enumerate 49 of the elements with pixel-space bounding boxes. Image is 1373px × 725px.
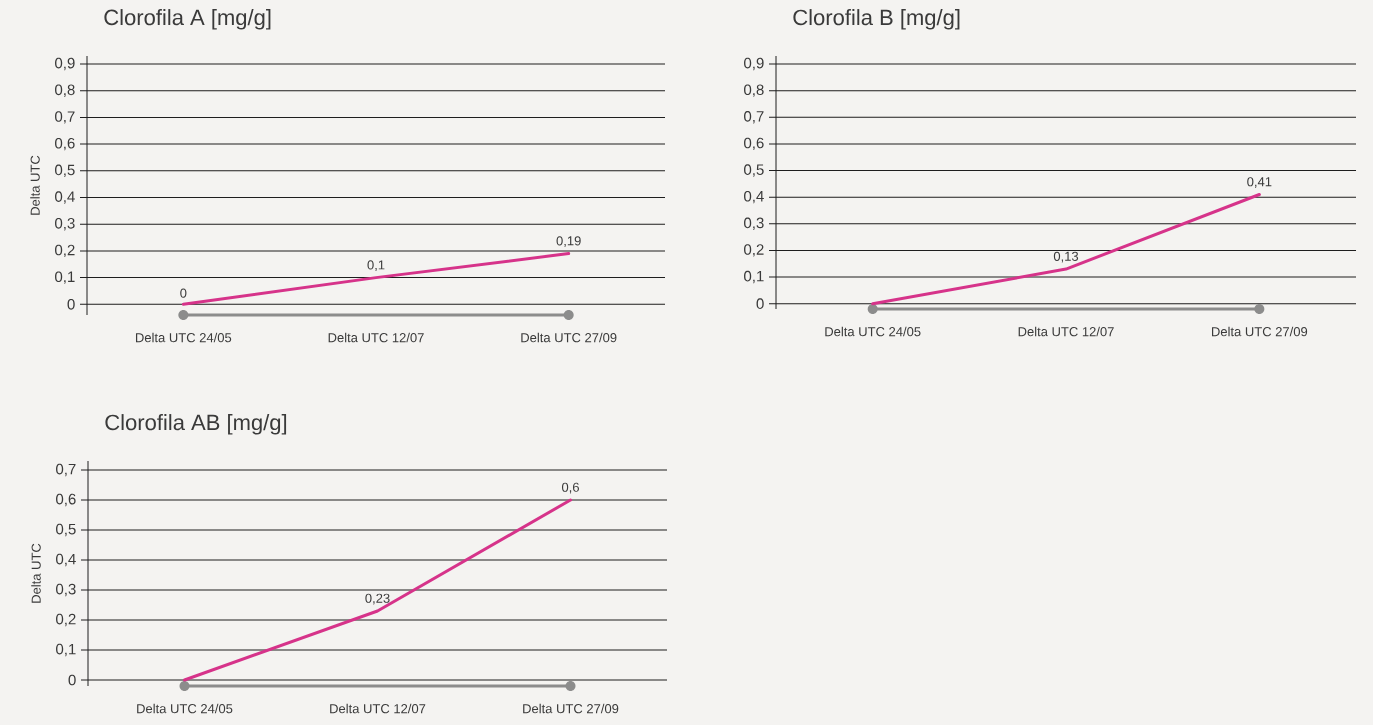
y-tick-label: 0,2 [744,244,764,257]
y-tick-label: 0,5 [55,164,75,178]
x-tick-label: Delta UTC 27/09 [1212,326,1308,337]
y-tick-label: 0,9 [55,57,75,71]
data-label: 0,23 [365,593,390,605]
y-tick-label: 0,7 [55,111,75,124]
y-tick-label: 0,2 [56,613,76,627]
x-tick-label: Delta UTC 27/09 [521,332,617,343]
y-tick-label: 0,9 [744,57,764,71]
x-tick-label: Delta UTC 12/07 [1018,326,1114,337]
y-tick-label: 0,1 [56,643,76,657]
y-tick-label: 0,4 [744,190,764,204]
data-label: 0,6 [561,482,579,494]
y-tick-label: 0,2 [55,244,75,258]
chart-title: Clorofila A [mg/g] [104,9,271,30]
y-tick-label: 0,4 [56,553,76,567]
y-tick-label: 0,5 [744,164,764,177]
y-tick-label: 0,1 [55,271,75,284]
y-tick-label: 0,8 [744,84,764,97]
chart-title: Clorofila B [mg/g] [793,9,960,30]
y-tick-label: 0,3 [55,218,75,231]
y-axis-title: Delta UTC [30,155,40,215]
x-tick-label: Delta UTC 24/05 [135,332,232,343]
y-tick-label: 0,5 [56,523,76,537]
x-tick-label: Delta UTC 12/07 [328,332,424,343]
y-tick-label: 0,3 [56,583,76,597]
y-tick-label: 0 [68,674,76,686]
y-tick-label: 0,7 [744,111,764,124]
data-label: 0,1 [367,260,385,272]
data-label: 0 [180,288,187,298]
y-tick-label: 0 [67,299,75,310]
y-tick-label: 0 [756,298,764,309]
x-tick-label: Delta UTC 12/07 [330,703,426,714]
x-tick-label: Delta UTC 24/05 [137,703,233,714]
y-tick-label: 0,7 [56,463,76,477]
data-label: 0,41 [1247,177,1272,188]
y-tick-label: 0,6 [55,137,75,151]
y-tick-label: 0,6 [56,493,76,507]
y-tick-label: 0,1 [744,270,764,284]
x-tick-label: Delta UTC 24/05 [825,326,921,337]
data-label: 0,13 [1053,251,1079,263]
y-tick-label: 0,6 [744,137,764,151]
y-axis-title: Delta UTC [31,543,41,603]
chart-title: Clorofila AB [mg/g] [105,414,287,435]
y-tick-label: 0,3 [744,217,764,230]
x-tick-label: Delta UTC 27/09 [523,703,619,714]
y-tick-label: 0,8 [55,84,75,97]
data-label: 0,19 [556,236,581,247]
y-tick-label: 0,4 [55,191,75,204]
